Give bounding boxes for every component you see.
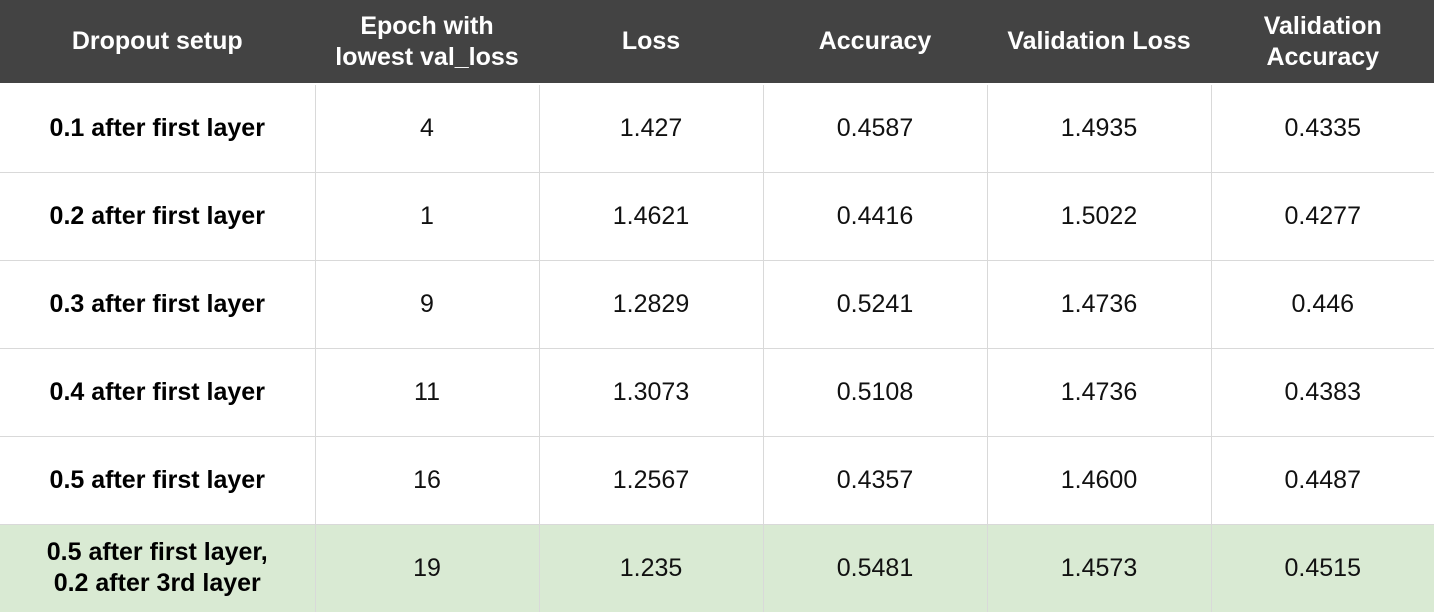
validation-loss-cell: 1.4600 (986, 435, 1212, 525)
loss-cell: 1.3073 (538, 347, 764, 437)
loss-cell: 1.235 (538, 523, 764, 612)
accuracy-cell: 0.5481 (762, 523, 988, 612)
validation-accuracy-cell: 0.4335 (1210, 84, 1434, 173)
accuracy-cell: 0.4416 (762, 171, 988, 261)
header-dropout-setup: Dropout setup (0, 0, 316, 85)
validation-loss-cell: 1.4736 (986, 259, 1212, 349)
epoch-cell: 9 (314, 259, 540, 349)
accuracy-cell: 0.5241 (762, 259, 988, 349)
table-body: 0.1 after first layer 4 1.427 0.4587 1.4… (0, 84, 1434, 612)
header-accuracy: Accuracy (762, 0, 988, 85)
table-row: 0.5 after first layer 16 1.2567 0.4357 1… (0, 435, 1434, 525)
validation-loss-cell: 1.4573 (986, 523, 1212, 612)
header-row: Dropout setup Epoch with lowest val_loss … (0, 0, 1434, 85)
accuracy-cell: 0.4357 (762, 435, 988, 525)
dropout-setup-cell: 0.5 after first layer (0, 435, 316, 525)
header-epoch-lowest-val-loss: Epoch with lowest val_loss (314, 0, 540, 85)
epoch-cell: 16 (314, 435, 540, 525)
epoch-cell: 4 (314, 84, 540, 173)
validation-accuracy-cell: 0.4383 (1210, 347, 1434, 437)
loss-cell: 1.427 (538, 84, 764, 173)
validation-loss-cell: 1.5022 (986, 171, 1212, 261)
dropout-setup-cell: 0.3 after first layer (0, 259, 316, 349)
validation-loss-cell: 1.4935 (986, 84, 1212, 173)
loss-cell: 1.2567 (538, 435, 764, 525)
validation-accuracy-cell: 0.4277 (1210, 171, 1434, 261)
table-row-highlighted: 0.5 after first layer, 0.2 after 3rd laye… (0, 523, 1434, 612)
loss-cell: 1.4621 (538, 171, 764, 261)
dropout-setup-cell: 0.4 after first layer (0, 347, 316, 437)
epoch-cell: 1 (314, 171, 540, 261)
table-row: 0.4 after first layer 11 1.3073 0.5108 1… (0, 347, 1434, 437)
table-row: 0.1 after first layer 4 1.427 0.4587 1.4… (0, 84, 1434, 173)
accuracy-cell: 0.5108 (762, 347, 988, 437)
loss-cell: 1.2829 (538, 259, 764, 349)
header-loss: Loss (538, 0, 764, 85)
epoch-cell: 11 (314, 347, 540, 437)
validation-accuracy-cell: 0.446 (1210, 259, 1434, 349)
dropout-setup-cell: 0.2 after first layer (0, 171, 316, 261)
table-row: 0.3 after first layer 9 1.2829 0.5241 1.… (0, 259, 1434, 349)
accuracy-cell: 0.4587 (762, 84, 988, 173)
header-validation-loss: Validation Loss (986, 0, 1212, 85)
table-header: Dropout setup Epoch with lowest val_loss … (0, 0, 1434, 85)
epoch-cell: 19 (314, 523, 540, 612)
dropout-setup-cell: 0.5 after first layer, 0.2 after 3rd laye… (0, 523, 316, 612)
table-row: 0.2 after first layer 1 1.4621 0.4416 1.… (0, 171, 1434, 261)
validation-accuracy-cell: 0.4515 (1210, 523, 1434, 612)
validation-accuracy-cell: 0.4487 (1210, 435, 1434, 525)
validation-loss-cell: 1.4736 (986, 347, 1212, 437)
dropout-setup-cell: 0.1 after first layer (0, 84, 316, 173)
header-validation-accuracy: Validation Accuracy (1210, 0, 1434, 85)
